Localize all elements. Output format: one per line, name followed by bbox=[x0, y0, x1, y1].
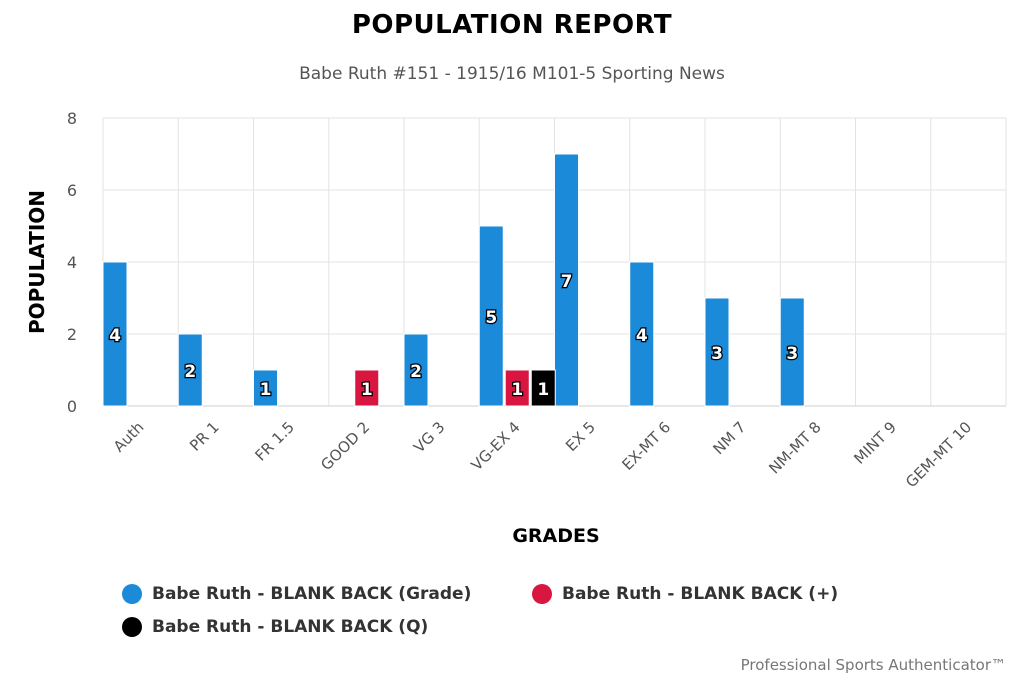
bar[interactable] bbox=[403, 333, 429, 407]
bar[interactable] bbox=[554, 153, 579, 407]
legend-item-plus[interactable]: Babe Ruth - BLANK BACK (+) bbox=[532, 584, 838, 604]
x-tick-label: VG-EX 4 bbox=[468, 418, 524, 474]
bar-value-label: 5 bbox=[485, 308, 497, 328]
bar[interactable] bbox=[504, 369, 530, 407]
bar-value-label: 3 bbox=[786, 344, 798, 364]
credit-text: Professional Sports Authenticator™ bbox=[740, 656, 1006, 674]
legend-dot-plus bbox=[532, 584, 552, 604]
y-axis-label: POPULATION bbox=[25, 190, 49, 334]
bar[interactable] bbox=[478, 225, 504, 407]
legend-label-grade: Babe Ruth - BLANK BACK (Grade) bbox=[152, 584, 472, 604]
bar[interactable] bbox=[177, 333, 203, 407]
x-tick-label: NM-MT 8 bbox=[765, 418, 824, 477]
chart-title: POPULATION REPORT bbox=[351, 10, 673, 40]
x-tick-label: PR 1 bbox=[186, 418, 223, 455]
bar[interactable] bbox=[704, 297, 730, 407]
y-tick-label: 8 bbox=[67, 109, 77, 128]
bars bbox=[102, 153, 805, 407]
x-tick-label: EX-MT 6 bbox=[618, 418, 674, 474]
legend-item-q[interactable]: Babe Ruth - BLANK BACK (Q) bbox=[122, 617, 428, 637]
x-tick-label: NM 7 bbox=[710, 418, 750, 458]
y-tick-label: 4 bbox=[67, 253, 77, 272]
bar-value-label: 4 bbox=[109, 326, 121, 346]
bar-value-label: 2 bbox=[410, 362, 422, 382]
bar-value-label: 1 bbox=[537, 380, 549, 400]
x-tick-label: VG 3 bbox=[410, 418, 448, 456]
x-tick-label: MINT 9 bbox=[850, 418, 900, 468]
x-axis-label: GRADES bbox=[512, 525, 599, 547]
bar-value-label: 1 bbox=[511, 380, 523, 400]
y-tick-label: 2 bbox=[67, 325, 77, 344]
bar[interactable] bbox=[629, 261, 655, 407]
bar-value-label: 1 bbox=[260, 380, 272, 400]
bar-value-label: 3 bbox=[711, 344, 723, 364]
y-tick-label: 6 bbox=[67, 181, 77, 200]
legend-label-plus: Babe Ruth - BLANK BACK (+) bbox=[562, 584, 839, 604]
bar-value-label: 4 bbox=[636, 326, 648, 346]
x-tick-label: GEM-MT 10 bbox=[902, 418, 975, 491]
bar-value-label: 2 bbox=[184, 362, 196, 382]
bar[interactable] bbox=[779, 297, 805, 407]
bar[interactable] bbox=[354, 369, 380, 407]
bar[interactable] bbox=[530, 369, 556, 407]
x-tick-label: GOOD 2 bbox=[317, 418, 373, 474]
chart-subtitle: Babe Ruth #151 - 1915/16 M101-5 Sporting… bbox=[299, 64, 725, 84]
legend-dot-grade bbox=[122, 584, 142, 604]
bar[interactable] bbox=[253, 369, 278, 407]
axes: 0 2 4 6 8 Auth PR 1 FR 1.5 GOOD 2 VG 3 VG-EX 4 EX 5… bbox=[67, 109, 1006, 491]
legend-dot-q bbox=[122, 617, 142, 637]
x-tick-label: EX 5 bbox=[562, 418, 599, 455]
bar-value-label: 7 bbox=[561, 272, 573, 292]
legend-item-grade[interactable]: Babe Ruth - BLANK BACK (Grade) bbox=[122, 584, 471, 604]
y-tick-label: 0 bbox=[67, 397, 77, 416]
legend-label-q: Babe Ruth - BLANK BACK (Q) bbox=[152, 617, 429, 637]
bar[interactable] bbox=[102, 261, 128, 407]
x-tick-label: Auth bbox=[110, 418, 148, 456]
bar-value-label: 1 bbox=[361, 380, 373, 400]
x-tick-label: FR 1.5 bbox=[252, 418, 298, 464]
